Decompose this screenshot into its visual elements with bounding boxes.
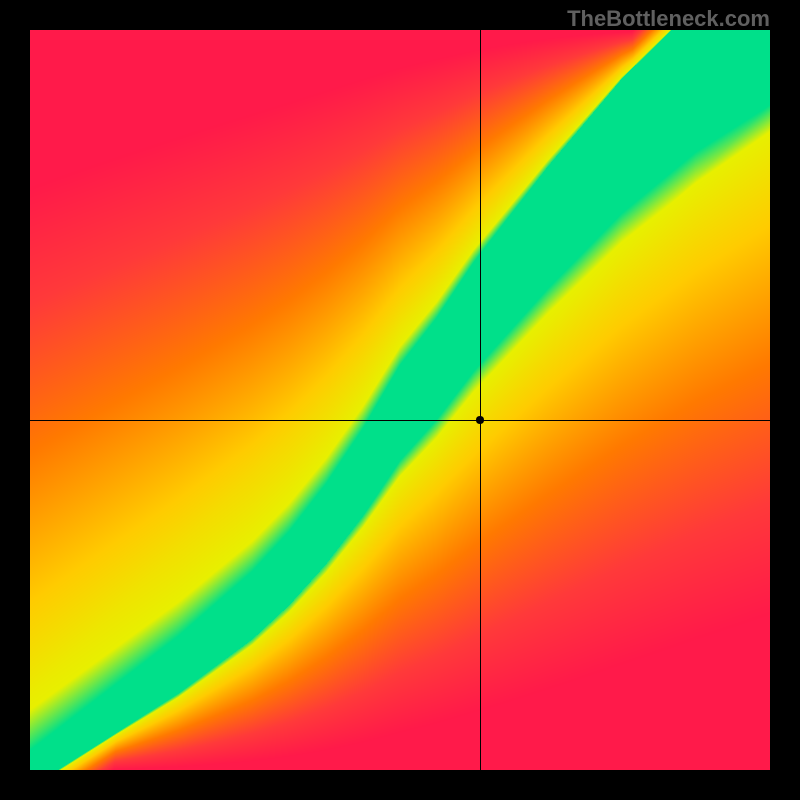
watermark-text: TheBottleneck.com	[567, 6, 770, 32]
heatmap-canvas	[30, 30, 770, 770]
heatmap-plot	[30, 30, 770, 770]
chart-container: TheBottleneck.com	[0, 0, 800, 800]
